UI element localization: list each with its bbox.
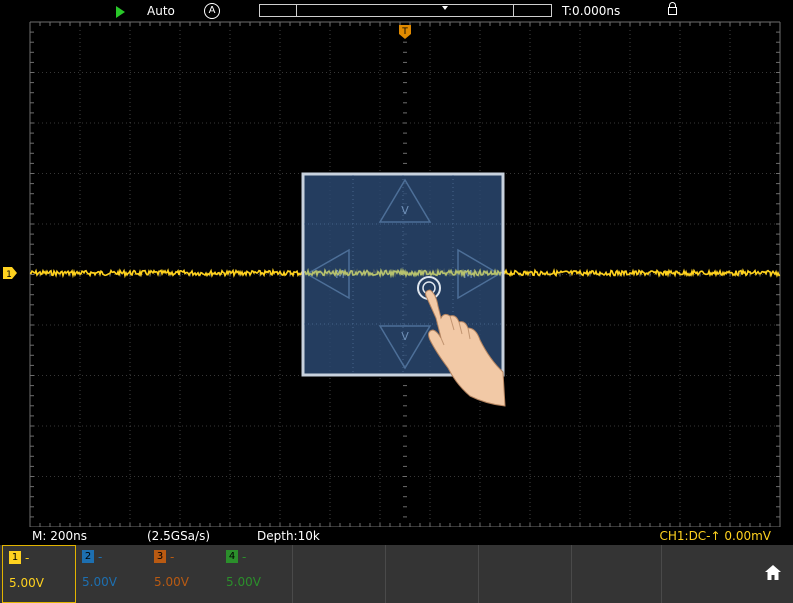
trigger-position-marker[interactable]: T (399, 25, 411, 39)
touch-control-overlay[interactable]: V V M M (301, 172, 506, 407)
channel-3-button[interactable]: 3 - 5.00V (148, 545, 220, 603)
bottom-menu-bar: 1 - 5.00V 2 - 5.00V 3 - 5.00V 4 - 5.00V (0, 545, 793, 603)
channel-3-volts: 5.00V (154, 575, 189, 589)
arrow-up-icon[interactable]: V (378, 178, 432, 223)
ch1-zero-marker[interactable]: 1 (3, 267, 17, 280)
channel-4-tag: 4 (226, 550, 238, 563)
trigger-marker-label: T (401, 27, 408, 37)
menu-slot-2[interactable] (385, 545, 478, 603)
ch1-waveform-overlay (304, 267, 502, 279)
channel-1-button[interactable]: 1 - 5.00V (2, 545, 76, 603)
menu-slot-4[interactable] (571, 545, 661, 603)
channel-3-dash: - (170, 550, 175, 564)
memory-center-marker (442, 6, 448, 10)
memory-position-bar[interactable] (259, 4, 552, 17)
depth-label[interactable]: Depth:10k (257, 529, 320, 543)
channel-2-tag: 2 (82, 550, 94, 563)
ch1-marker-label: 1 (6, 270, 12, 280)
menu-slot-1[interactable] (292, 545, 385, 603)
memory-view-window[interactable] (296, 4, 514, 17)
info-bar: M: 200ns (2.5GSa/s) Depth:10k CH1:DC-↑ 0… (0, 527, 793, 545)
arrow-down-icon[interactable]: V (378, 325, 432, 370)
channel-4-button[interactable]: 4 - 5.00V (220, 545, 292, 603)
acquire-icon: A (204, 3, 220, 19)
sample-rate-label: (2.5GSa/s) (147, 529, 211, 543)
arrow-down-label: V (401, 330, 409, 343)
channel-2-dash: - (98, 550, 103, 564)
channel-4-volts: 5.00V (226, 575, 261, 589)
hand-icon (417, 276, 506, 407)
top-status-bar: Auto A T:0.000ns (0, 0, 793, 22)
channel-1-tag: 1 (9, 551, 21, 564)
home-button[interactable] (752, 545, 793, 603)
menu-slot-5[interactable] (661, 545, 752, 603)
trigger-status[interactable]: CH1:DC-↑ 0.00mV (659, 529, 771, 543)
arrow-up-label: V (401, 204, 409, 217)
lock-icon[interactable] (668, 2, 677, 15)
timebase-label[interactable]: M: 200ns (32, 529, 87, 543)
menu-slot-3[interactable] (478, 545, 571, 603)
channel-1-volts: 5.00V (9, 576, 44, 590)
trigger-time: T:0.000ns (562, 4, 621, 18)
ch1-trace-overlay (304, 267, 502, 279)
arrow-right-label: M (463, 268, 473, 281)
trigger-mode[interactable]: Auto (147, 4, 175, 18)
channel-1-dash: - (25, 551, 30, 565)
channel-2-volts: 5.00V (82, 575, 117, 589)
channel-2-button[interactable]: 2 - 5.00V (76, 545, 148, 603)
channel-3-tag: 3 (154, 550, 166, 563)
channel-4-dash: - (242, 550, 247, 564)
play-icon[interactable] (116, 6, 125, 18)
home-icon (765, 565, 781, 580)
waveform-display[interactable]: T 1 V V M M (0, 0, 793, 527)
arrow-left-label: M (335, 268, 345, 281)
arrow-right-icon[interactable]: M (457, 248, 501, 300)
